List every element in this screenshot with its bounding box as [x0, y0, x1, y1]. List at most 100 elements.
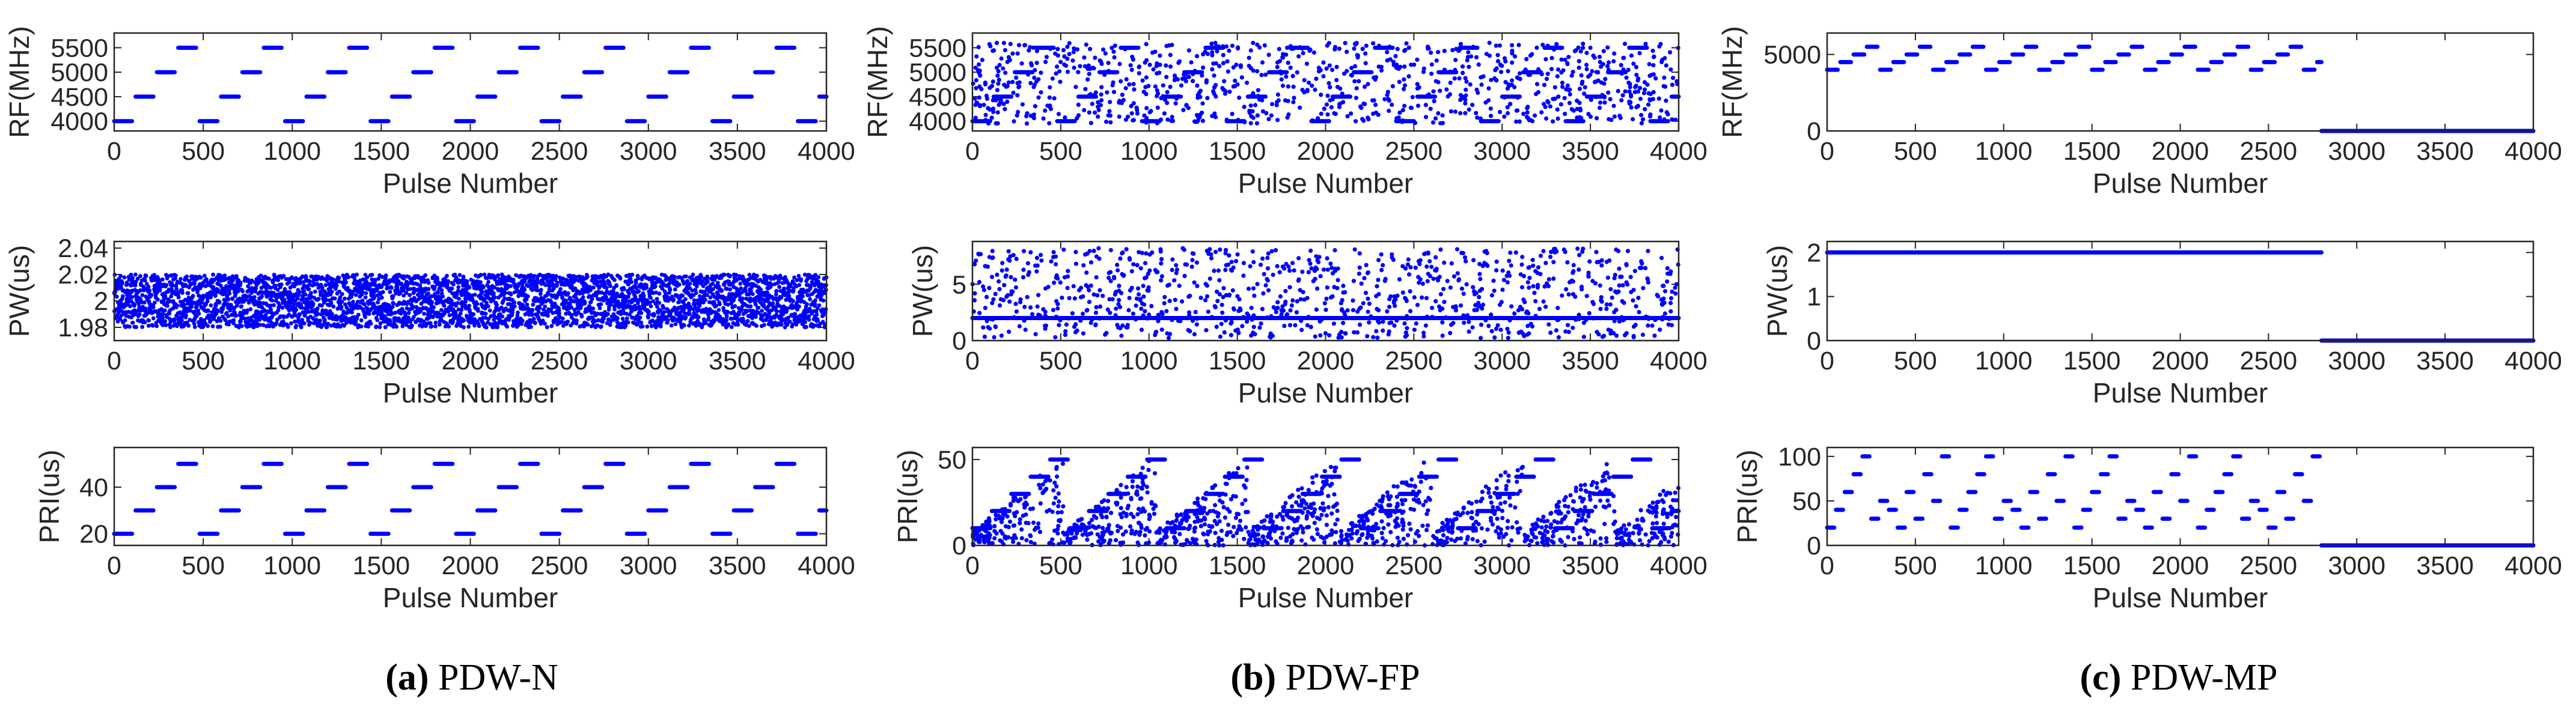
- data-point: [401, 276, 406, 281]
- data-point: [813, 298, 817, 303]
- data-point: [1402, 86, 1406, 91]
- data-point: [611, 290, 615, 294]
- data-point: [688, 286, 692, 291]
- data-point: [121, 294, 125, 299]
- data-point: [1428, 106, 1433, 111]
- data-point: [456, 301, 460, 306]
- data-point: [118, 317, 123, 321]
- data-point: [1063, 115, 1067, 120]
- data-point: [1143, 60, 1147, 65]
- data-point: [1594, 95, 1599, 100]
- data-point: [1507, 102, 1513, 106]
- data-point: [1626, 67, 1631, 72]
- data-point: [1291, 100, 1296, 105]
- data-point: [1463, 101, 1468, 106]
- data-point: [206, 309, 210, 313]
- data-point: [236, 289, 240, 294]
- data-point: [1003, 47, 1007, 53]
- data-point: [1173, 101, 1178, 106]
- data-point: [315, 282, 320, 287]
- data-point: [380, 296, 384, 300]
- data-point: [740, 296, 745, 301]
- data-point: [994, 40, 1000, 45]
- data-point: [1141, 90, 1146, 94]
- data-point: [1093, 55, 1097, 60]
- data-point: [364, 279, 369, 284]
- data-point: [209, 303, 213, 308]
- data-point: [1248, 48, 1253, 53]
- data-point: [441, 294, 445, 299]
- data-point: [478, 280, 483, 285]
- data-point: [1429, 50, 1433, 55]
- data-point: [1560, 80, 1565, 85]
- data-point: [657, 291, 662, 296]
- data-point: [1663, 84, 1668, 89]
- data-point: [269, 285, 273, 290]
- data-point: [588, 285, 592, 289]
- data-point: [1087, 71, 1091, 76]
- x-tick-label: 2000: [442, 347, 499, 375]
- data-point: [734, 278, 739, 283]
- data-point: [543, 321, 547, 326]
- data-point: [995, 110, 1000, 115]
- data-point: [192, 325, 197, 329]
- data-point: [655, 305, 659, 309]
- data-point: [194, 314, 199, 319]
- data-point: [360, 290, 365, 294]
- data-point: [1588, 114, 1593, 119]
- data-point: [1335, 85, 1340, 90]
- data-point: [374, 324, 379, 329]
- data-point: [756, 311, 761, 315]
- data-point: [401, 293, 406, 298]
- data-point: [1227, 90, 1232, 94]
- data-point: [1058, 79, 1063, 84]
- data-point: [597, 306, 602, 311]
- data-point: [450, 287, 454, 291]
- data-point: [1200, 101, 1205, 106]
- data-point: [337, 276, 341, 281]
- data-point: [239, 304, 244, 309]
- data-point: [1463, 87, 1468, 93]
- data-point: [520, 318, 525, 323]
- data-point: [973, 65, 978, 70]
- data-point: [593, 319, 597, 324]
- data-point: [1129, 111, 1134, 116]
- data-point: [977, 70, 981, 75]
- data-point: [1543, 57, 1548, 62]
- data-point: [477, 324, 481, 329]
- data-point: [142, 300, 147, 305]
- data-point: [1073, 85, 1078, 90]
- data-point: [1396, 115, 1401, 120]
- data-point: [447, 324, 451, 329]
- x-tick-label: 1500: [353, 551, 411, 580]
- data-point: [451, 282, 456, 287]
- data-point: [677, 282, 682, 287]
- data-point: [469, 315, 474, 320]
- data-point: [483, 315, 488, 320]
- data-point: [1566, 55, 1571, 59]
- data-point: [227, 291, 232, 296]
- data-point: [736, 318, 740, 323]
- data-point: [672, 275, 677, 279]
- data-point: [1127, 46, 1132, 50]
- data-point: [234, 303, 239, 308]
- data-point: [1653, 76, 1658, 80]
- data-point: [1434, 58, 1439, 63]
- data-point: [733, 304, 737, 308]
- data-point: [633, 281, 638, 285]
- data-point: [1646, 102, 1651, 107]
- data-point: [322, 318, 327, 322]
- data-point: [1631, 61, 1636, 66]
- data-point: [999, 56, 1004, 61]
- data-point: [715, 297, 719, 301]
- data-point: [398, 311, 403, 316]
- data-point: [308, 279, 313, 284]
- data-point: [1565, 83, 1570, 88]
- data-point: [172, 317, 177, 321]
- data-point: [130, 295, 135, 299]
- data-point: [288, 321, 293, 326]
- data-point: [599, 324, 603, 329]
- data-point: [302, 284, 307, 288]
- data-point: [687, 312, 692, 316]
- data-point: [1329, 105, 1334, 110]
